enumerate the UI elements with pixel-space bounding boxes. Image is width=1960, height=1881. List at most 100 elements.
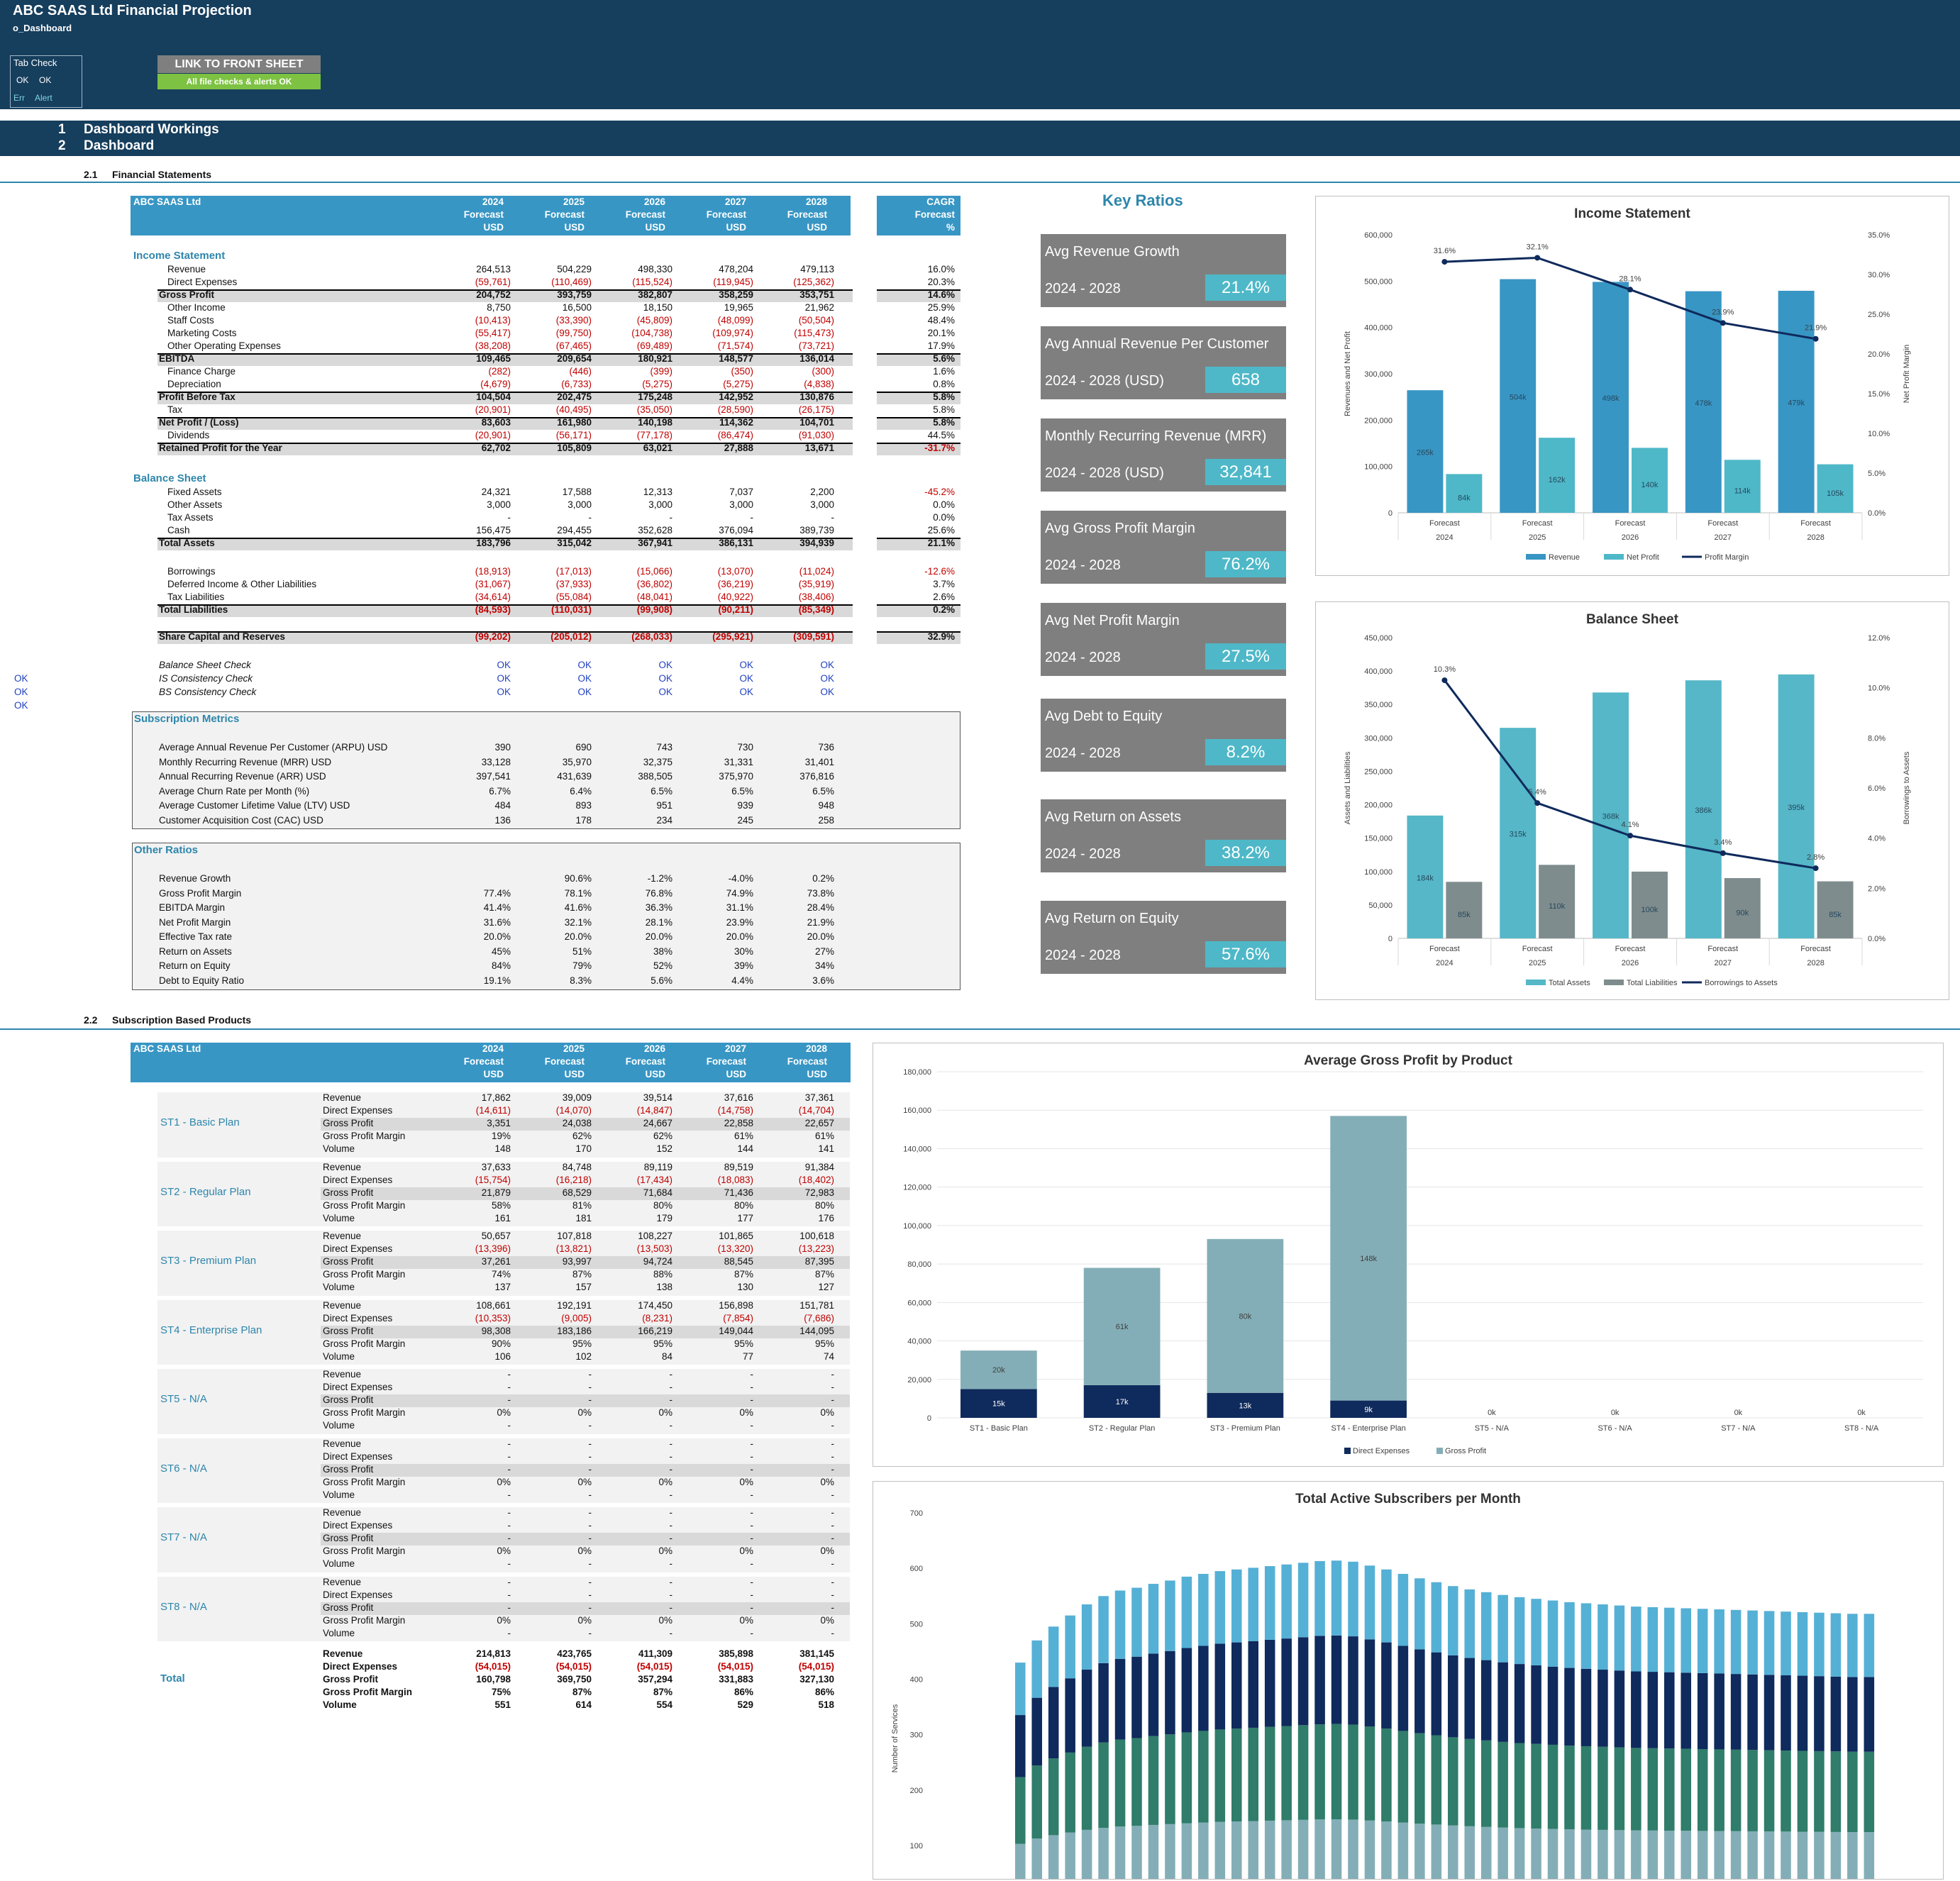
- product-value: 0%: [577, 1407, 592, 1418]
- subscriber-bar-segment: [1414, 1733, 1425, 1824]
- row-value: 19,965: [724, 302, 753, 313]
- year-header: 2028: [805, 196, 827, 207]
- cagr-value: -12.6%: [924, 566, 955, 577]
- subscriber-bar-segment: [1381, 1729, 1392, 1822]
- product-value: 93,997: [562, 1256, 592, 1267]
- cagr-value: 16.0%: [927, 264, 955, 274]
- row-value: 78.1%: [564, 887, 592, 899]
- section-2-label[interactable]: Dashboard: [84, 138, 155, 153]
- x-tick-label: Forecast: [1707, 945, 1738, 953]
- bar-direct-expenses: [1083, 1385, 1161, 1418]
- product-value: 192,191: [557, 1299, 592, 1311]
- product-value: 176: [818, 1212, 834, 1224]
- product-value: (7,854): [723, 1312, 753, 1324]
- check-label: BS Consistency Check: [159, 687, 257, 697]
- row-value: 74.9%: [726, 887, 753, 899]
- subscriber-bar-segment: [1464, 1738, 1475, 1826]
- x-tick-label: ST8 - N/A: [1844, 1424, 1879, 1433]
- subscriber-bar-segment: [1730, 1831, 1742, 1881]
- key-ratio-label: Avg Annual Revenue Per Customer: [1045, 336, 1269, 352]
- subscriber-bar-segment: [1181, 1823, 1192, 1881]
- cagr-pct: %: [946, 222, 955, 233]
- x-tick-label: ST7 - N/A: [1721, 1424, 1756, 1433]
- subscriber-bar-segment: [1830, 1676, 1842, 1752]
- product-value: -: [669, 1576, 673, 1587]
- row-value: (268,033): [631, 631, 672, 642]
- bar-direct-expenses: [1207, 1392, 1284, 1418]
- subscriber-bar-segment: [1697, 1831, 1708, 1881]
- row-label: Finance Charge: [167, 366, 236, 377]
- subscriber-bar-segment: [1314, 1561, 1325, 1636]
- bar-data-label: 61k: [1116, 1323, 1129, 1331]
- x-tick-label: ST2 - Regular Plan: [1089, 1424, 1156, 1433]
- product-value: 0%: [497, 1407, 511, 1418]
- bar-data-label: 85k: [1458, 911, 1471, 919]
- row-value: 258: [818, 814, 834, 826]
- section-1-label[interactable]: Dashboard Workings: [84, 122, 219, 137]
- row-value: 73.8%: [807, 887, 834, 899]
- usd-header: USD: [645, 222, 665, 233]
- link-front-sheet-button[interactable]: LINK TO FRONT SHEET: [157, 55, 321, 73]
- product-value: 3,351: [487, 1118, 511, 1128]
- subscriber-bar-segment: [1181, 1732, 1192, 1824]
- subscriber-bar-segment: [1148, 1736, 1159, 1825]
- forecast-header: Forecast: [463, 209, 504, 220]
- x-tick-label: Forecast: [1707, 519, 1738, 528]
- product-value: 183,186: [557, 1325, 592, 1336]
- other-ratios-title: Other Ratios: [134, 844, 199, 856]
- row-value: 209,654: [557, 353, 592, 364]
- key-ratio-label: Avg Net Profit Margin: [1045, 613, 1180, 628]
- subscriber-bar-segment: [1231, 1729, 1242, 1822]
- x-tick-label: Forecast: [1429, 945, 1460, 953]
- y-tick-label: 100,000: [1364, 463, 1393, 472]
- key-ratio-value: 38.2%: [1205, 840, 1286, 866]
- total-value: 357,294: [638, 1674, 672, 1685]
- product-row-label: Direct Expenses: [323, 1589, 393, 1600]
- year-header: 2024: [482, 1043, 504, 1054]
- product-value: -: [750, 1394, 754, 1405]
- x-tick-label: Forecast: [1522, 519, 1553, 528]
- y-tick-label: 300: [910, 1731, 923, 1740]
- subscriber-bar-segment: [1431, 1824, 1442, 1881]
- product-gp-bg: [321, 1463, 850, 1477]
- subscriber-bar-segment: [1015, 1843, 1026, 1881]
- x-tick-label: Forecast: [1615, 519, 1646, 528]
- subscriber-bar-segment: [1181, 1648, 1192, 1733]
- bar-data-label: 13k: [1239, 1402, 1252, 1410]
- product-value: 0%: [820, 1614, 834, 1626]
- total-value: 75%: [491, 1687, 511, 1697]
- line-data-label: 32.1%: [1527, 243, 1549, 251]
- product-gp-bg: [321, 1602, 850, 1615]
- product-value: -: [831, 1382, 835, 1392]
- product-row-label: Revenue: [323, 1576, 362, 1587]
- subscriber-bar-segment: [1281, 1638, 1292, 1726]
- product-value: 0%: [820, 1546, 834, 1556]
- product-value: 151,781: [799, 1299, 834, 1311]
- product-value: 21,879: [481, 1187, 511, 1198]
- product-value: 0%: [497, 1546, 511, 1556]
- product-value: 179: [656, 1212, 672, 1224]
- row-value: (446): [569, 366, 592, 377]
- total-value: (54,015): [555, 1661, 592, 1672]
- product-value: 127: [818, 1282, 834, 1292]
- product-value: 22,657: [804, 1118, 834, 1128]
- product-row-label: Revenue: [323, 1438, 362, 1449]
- row-value: 16,500: [562, 302, 592, 313]
- bar-data-label: 100k: [1641, 906, 1659, 914]
- usd-header: USD: [807, 1069, 827, 1080]
- product-name: ST2 - Regular Plan: [160, 1185, 251, 1198]
- row-value: (99,908): [636, 604, 672, 615]
- subscriber-bar-segment: [1614, 1670, 1625, 1748]
- subscriber-bar-segment: [1547, 1666, 1558, 1745]
- subscriber-bar-segment: [1214, 1821, 1226, 1881]
- subscriber-bar-segment: [1598, 1829, 1608, 1881]
- row-value: (205,012): [550, 631, 592, 642]
- year-header: 2026: [643, 1043, 665, 1054]
- subscriber-bar-segment: [1514, 1743, 1525, 1829]
- total-value: 87%: [653, 1687, 672, 1697]
- product-value: -: [750, 1369, 754, 1380]
- product-value: -: [750, 1589, 754, 1600]
- subscriber-bar-segment: [1314, 1724, 1325, 1820]
- usd-header: USD: [726, 222, 746, 233]
- row-value: 178: [575, 814, 592, 826]
